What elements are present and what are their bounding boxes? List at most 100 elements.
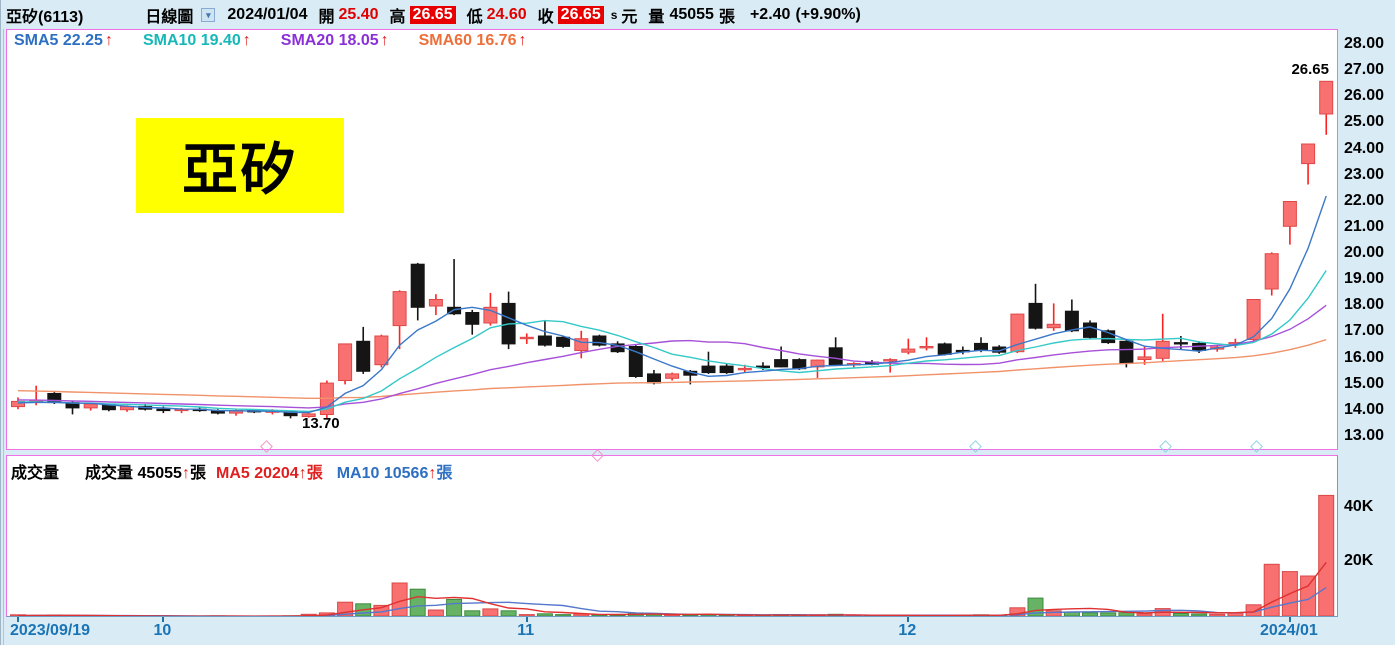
- sma5-legend: SMA5 22.25 ↑: [14, 32, 113, 49]
- candle[interactable]: [828, 337, 843, 367]
- candle[interactable]: [992, 345, 1007, 354]
- volume-ma5-legend: MA5 20204↑張: [215, 465, 323, 482]
- volume-bar[interactable]: [1082, 612, 1098, 616]
- sma60-legend: SMA60 16.76 ↑: [418, 32, 527, 49]
- candle[interactable]: [410, 262, 425, 321]
- volume-bar[interactable]: [482, 608, 499, 616]
- price-axis-label: 22.00: [1344, 191, 1385, 209]
- currency-unit: 元: [621, 8, 638, 26]
- candle[interactable]: [919, 337, 934, 351]
- up-arrow-icon: ↑: [242, 32, 251, 49]
- volume-plot[interactable]: [7, 456, 1337, 616]
- volume-bar[interactable]: [1100, 612, 1117, 616]
- open-label: 開: [318, 8, 335, 26]
- candle[interactable]: [810, 359, 825, 378]
- price-axis-label: 19.00: [1344, 270, 1385, 288]
- volume-unit: 張: [718, 8, 735, 26]
- candle[interactable]: [1301, 143, 1316, 185]
- candle[interactable]: [356, 326, 371, 374]
- sma10-legend: SMA10 19.40 ↑: [142, 32, 251, 49]
- volume-bar[interactable]: [518, 614, 535, 616]
- price-axis-label: 17.00: [1344, 322, 1385, 340]
- volume-panel-title: 成交量: [11, 465, 60, 482]
- up-arrow-icon: ↑: [104, 32, 113, 49]
- candle[interactable]: [319, 380, 334, 420]
- candle[interactable]: [1282, 201, 1297, 245]
- x-axis-tick: [1288, 617, 1291, 622]
- volume-bar[interactable]: [1045, 610, 1062, 616]
- volume-bar[interactable]: [682, 614, 699, 616]
- candle[interactable]: [1046, 303, 1061, 331]
- chart-type-dropdown-icon[interactable]: ▾: [201, 7, 216, 22]
- low-label: 低: [466, 8, 483, 26]
- volume-bar[interactable]: [1136, 613, 1153, 616]
- candle[interactable]: [374, 334, 389, 368]
- candle[interactable]: [1010, 313, 1025, 353]
- candle[interactable]: [901, 338, 916, 355]
- candle[interactable]: [1246, 299, 1261, 342]
- high-label: 高: [389, 8, 406, 26]
- volume-bar[interactable]: [609, 614, 626, 616]
- volume-bar[interactable]: [1209, 613, 1226, 616]
- volume-bar[interactable]: [1300, 575, 1317, 616]
- chart-type-label[interactable]: 日線圖: [145, 8, 194, 26]
- volume-bar[interactable]: [1263, 563, 1280, 616]
- left-divider: [3, 29, 4, 645]
- candle[interactable]: [83, 402, 98, 411]
- volume-bar[interactable]: [464, 610, 481, 616]
- volume-bar[interactable]: [555, 614, 572, 616]
- candlestick-plot[interactable]: [7, 30, 1337, 449]
- candle[interactable]: [1155, 313, 1170, 361]
- candle[interactable]: [701, 351, 716, 374]
- x-axis-label: 12: [898, 622, 917, 639]
- candle[interactable]: [574, 330, 589, 359]
- candle[interactable]: [392, 290, 407, 350]
- candle[interactable]: [537, 320, 552, 347]
- change-percent: (+9.90%): [795, 5, 861, 23]
- candle[interactable]: [628, 345, 643, 378]
- candle[interactable]: [465, 309, 480, 335]
- volume-bar[interactable]: [409, 588, 426, 616]
- candle[interactable]: [719, 363, 734, 374]
- up-arrow-icon: ↑: [518, 32, 527, 49]
- price-axis-label: 27.00: [1344, 61, 1385, 79]
- candle[interactable]: [592, 334, 607, 347]
- volume-bar[interactable]: [1118, 612, 1135, 616]
- price-axis-label: 20.00: [1344, 244, 1385, 262]
- change-value: +2.40: [749, 5, 791, 23]
- ma-line: [17, 339, 1327, 399]
- volume-bar[interactable]: [1191, 613, 1208, 616]
- price-axis-label: 25.00: [1344, 113, 1385, 131]
- candle[interactable]: [1264, 252, 1279, 296]
- volume-axis-label: 20K: [1344, 552, 1374, 569]
- candle[interactable]: [1119, 340, 1134, 368]
- ma-line: [17, 561, 1327, 616]
- volume-bar[interactable]: [500, 610, 517, 616]
- volume-chart-panel: 成交量 成交量 45055↑張 MA5 20204↑張 MA10 10566↑張: [6, 455, 1338, 617]
- price-axis-label: 21.00: [1344, 217, 1385, 235]
- candle[interactable]: [1028, 283, 1043, 330]
- candle[interactable]: [519, 333, 534, 344]
- volume-bar[interactable]: [1318, 494, 1335, 616]
- x-axis-tick: [525, 617, 528, 622]
- s-mark: s: [610, 7, 618, 22]
- volume-bar[interactable]: [536, 613, 553, 616]
- candle[interactable]: [1319, 80, 1334, 135]
- candle[interactable]: [1083, 320, 1097, 339]
- volume-bar[interactable]: [1172, 613, 1189, 617]
- candle[interactable]: [447, 259, 462, 316]
- volume-value: 45055: [669, 5, 714, 23]
- price-axis-label: 23.00: [1344, 165, 1385, 183]
- candle[interactable]: [428, 294, 443, 316]
- price-chart-panel: 亞矽 SMA5 22.25 ↑ SMA10 19.40 ↑ SMA20 18.05 ↑…: [6, 29, 1338, 450]
- volume-bar[interactable]: [427, 609, 444, 616]
- volume-bar[interactable]: [446, 598, 463, 616]
- candle[interactable]: [338, 343, 353, 385]
- candle[interactable]: [556, 336, 571, 348]
- candle[interactable]: [665, 372, 680, 381]
- candle[interactable]: [1064, 299, 1079, 333]
- price-axis-label: 16.00: [1344, 348, 1385, 366]
- stock-watermark: 亞矽: [136, 118, 344, 213]
- candle[interactable]: [301, 413, 316, 418]
